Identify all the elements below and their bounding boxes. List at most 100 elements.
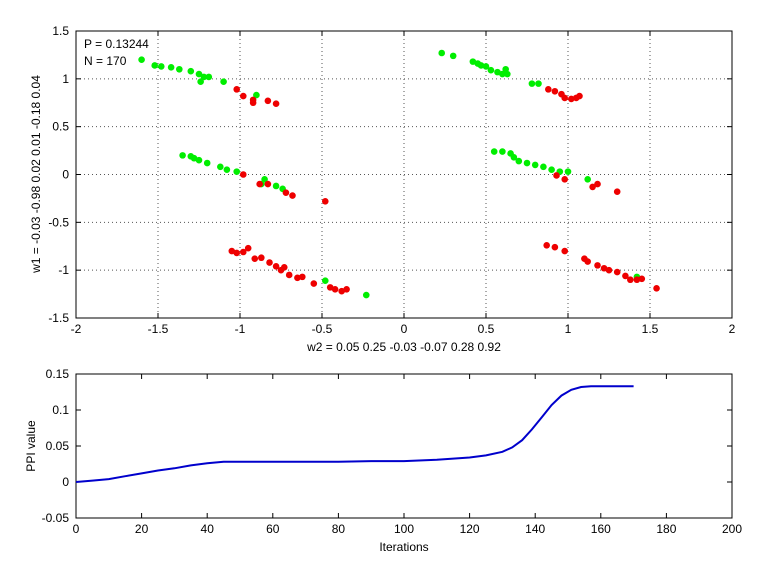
- green-data-point: [203, 159, 211, 167]
- green-data-point: [220, 78, 227, 86]
- red-data-point: [543, 241, 550, 249]
- red-data-point: [594, 180, 601, 188]
- scatter-y-tick-label: -1.5: [48, 311, 69, 325]
- red-data-point: [233, 249, 241, 257]
- green-data-point: [535, 80, 542, 87]
- red-data-point: [282, 189, 290, 196]
- red-data-point: [594, 262, 601, 269]
- red-data-point: [331, 286, 339, 293]
- line-x-tick-label: 0: [73, 522, 80, 536]
- green-data-point: [157, 63, 165, 70]
- green-data-point: [438, 49, 446, 57]
- scatter-annotation-p: P = 0.13244: [84, 37, 149, 51]
- red-data-point: [638, 275, 646, 283]
- green-data-point: [151, 62, 159, 69]
- red-data-point: [551, 87, 559, 95]
- scatter-points: [138, 49, 660, 299]
- scatter-y-tick-label: 1.5: [52, 24, 69, 38]
- red-data-point: [239, 92, 247, 100]
- red-data-point: [613, 188, 621, 196]
- scatter-y-tick-label: -0.5: [48, 215, 69, 229]
- red-data-point: [249, 99, 257, 107]
- green-data-point: [528, 80, 536, 87]
- scatter-y-tick-label: 0: [62, 168, 69, 182]
- scatter-y-tick-label: 1: [62, 72, 69, 86]
- line-y-tick-label: 0.1: [52, 403, 69, 417]
- line-ticks: 0 20 40 60 80 100 120 140 160 180 2000.150.10.050-…: [42, 367, 743, 536]
- scatter-x-tick-label: -1: [235, 322, 246, 336]
- green-data-point: [195, 156, 203, 164]
- line-x-tick-label: 180: [656, 522, 676, 536]
- green-data-point: [482, 63, 490, 70]
- green-data-point: [217, 163, 224, 171]
- green-data-point: [223, 166, 231, 174]
- line-chart: 0 20 40 60 80 100 120 140 160 180 2000.150.10.050-…: [24, 367, 742, 554]
- green-data-point: [477, 62, 485, 69]
- green-data-point: [531, 161, 539, 169]
- red-data-point: [561, 175, 569, 183]
- green-data-point: [176, 65, 183, 73]
- red-data-point: [239, 248, 247, 256]
- green-data-point: [362, 291, 370, 299]
- scatter-x-axis-label: w2 = 0.05 0.25 -0.03 -0.07 0.28 0.92: [306, 340, 501, 354]
- scatter-y-tick-label: -1: [58, 263, 69, 277]
- green-data-point: [548, 166, 555, 174]
- line-x-tick-label: 100: [394, 522, 414, 536]
- red-data-point: [584, 258, 591, 265]
- line-x-tick-label: 160: [591, 522, 611, 536]
- green-data-point: [195, 70, 203, 78]
- green-data-point: [564, 168, 572, 175]
- scatter-grid: [76, 31, 732, 318]
- red-data-point: [551, 243, 559, 251]
- green-data-point: [499, 70, 506, 78]
- red-data-point: [251, 255, 259, 262]
- red-data-point: [653, 285, 660, 292]
- green-data-point: [540, 163, 547, 171]
- line-x-axis-label: Iterations: [379, 540, 428, 554]
- scatter-x-tick-label: 1: [565, 322, 572, 336]
- green-data-point: [515, 157, 523, 165]
- red-data-point: [256, 180, 263, 188]
- red-data-point: [239, 171, 247, 178]
- red-data-point: [622, 272, 629, 280]
- scatter-x-tick-label: -1.5: [148, 322, 169, 336]
- green-data-point: [233, 168, 241, 175]
- red-data-point: [299, 273, 306, 281]
- line-y-tick-label: 0: [62, 475, 69, 489]
- red-data-point: [561, 94, 569, 102]
- line-y-tick-label: 0.05: [46, 439, 70, 453]
- green-data-point: [197, 78, 204, 86]
- green-data-point: [253, 91, 260, 99]
- red-data-point: [545, 86, 552, 93]
- green-data-point: [504, 70, 511, 78]
- ppi-series-line: [75, 385, 634, 483]
- red-data-point: [605, 266, 613, 274]
- scatter-y-tick-label: 0.5: [52, 120, 69, 134]
- red-data-point: [266, 259, 273, 266]
- red-data-point: [613, 268, 621, 276]
- red-data-point: [589, 183, 596, 191]
- red-data-point: [310, 280, 318, 287]
- red-data-point: [272, 263, 280, 270]
- line-axes-frame: [75, 373, 733, 519]
- green-data-point: [205, 73, 213, 81]
- green-data-point: [321, 277, 329, 284]
- red-data-point: [233, 86, 241, 93]
- green-data-point: [200, 73, 208, 81]
- red-data-point: [285, 271, 293, 279]
- red-data-point: [244, 244, 252, 252]
- line-x-tick-label: 120: [460, 522, 480, 536]
- green-data-point: [499, 148, 506, 155]
- red-data-point: [272, 100, 280, 108]
- red-data-point: [258, 254, 265, 262]
- green-data-point: [523, 159, 531, 167]
- green-data-point: [490, 148, 498, 155]
- scatter-annotation-n: N = 170: [84, 54, 127, 68]
- red-data-point: [264, 97, 272, 105]
- line-y-axis-label: PPI value: [24, 420, 38, 472]
- line-x-tick-label: 80: [332, 522, 346, 536]
- red-data-point: [627, 276, 634, 284]
- red-data-point: [280, 263, 288, 271]
- green-data-point: [510, 153, 518, 161]
- red-data-point: [264, 180, 272, 188]
